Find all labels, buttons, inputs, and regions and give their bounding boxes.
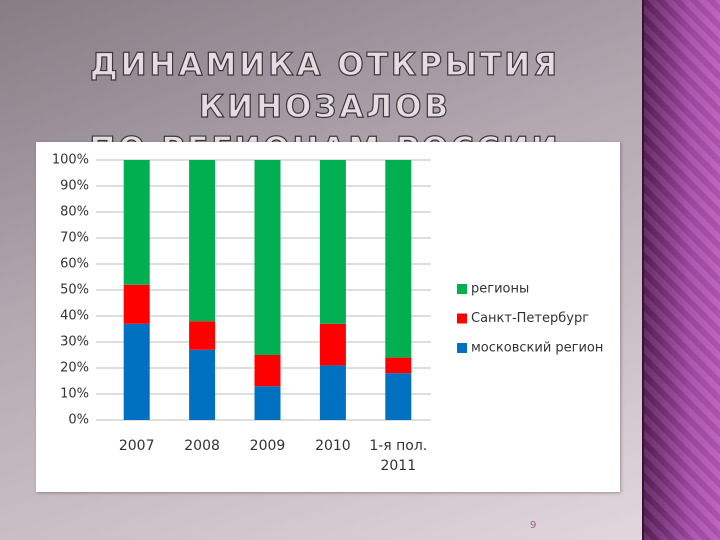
bar-segment	[319, 365, 346, 420]
legend-swatch	[457, 343, 467, 353]
bar-segment	[123, 160, 150, 285]
y-tick-label: 50%	[60, 283, 89, 298]
bar-segment	[189, 160, 216, 322]
bar-segment	[189, 349, 216, 420]
legend-label: регионы	[471, 282, 529, 297]
y-tick-label: 30%	[60, 335, 89, 350]
y-tick-label: 60%	[60, 257, 89, 272]
legend-swatch	[457, 313, 467, 324]
y-tick-label: 80%	[60, 205, 89, 220]
legend-label: московский регион	[471, 341, 603, 356]
y-tick-label: 100%	[52, 153, 89, 168]
x-tick-label: 2009	[249, 438, 286, 454]
legend-swatch	[457, 284, 467, 294]
x-tick-label: 1-я пол. 2011	[369, 438, 428, 474]
y-tick-label: 70%	[60, 231, 89, 246]
x-tick-label: 2010	[315, 438, 351, 454]
bar-segment	[189, 321, 216, 350]
bar-segment	[319, 160, 346, 324]
y-tick-label: 40%	[60, 309, 89, 324]
legend-label: Санкт-Петербург	[471, 311, 589, 326]
y-tick-label: 0%	[68, 413, 89, 428]
y-tick-label: 10%	[60, 387, 89, 402]
bar-segment	[385, 373, 412, 420]
bar-segment	[123, 284, 150, 324]
bar-segment	[254, 386, 281, 420]
bar-segment	[385, 160, 412, 358]
x-tick-label: 2007	[118, 438, 155, 454]
y-tick-label: 20%	[60, 361, 89, 376]
bar-segment	[123, 323, 150, 420]
y-tick-label: 90%	[60, 179, 89, 194]
bar-segment	[319, 323, 346, 366]
side-strip	[642, 0, 720, 540]
bar-segment	[254, 160, 281, 355]
bar-segment	[254, 355, 281, 387]
bar-segment	[385, 357, 412, 374]
page-number: 9	[530, 520, 537, 531]
x-tick-label: 2008	[184, 438, 220, 454]
